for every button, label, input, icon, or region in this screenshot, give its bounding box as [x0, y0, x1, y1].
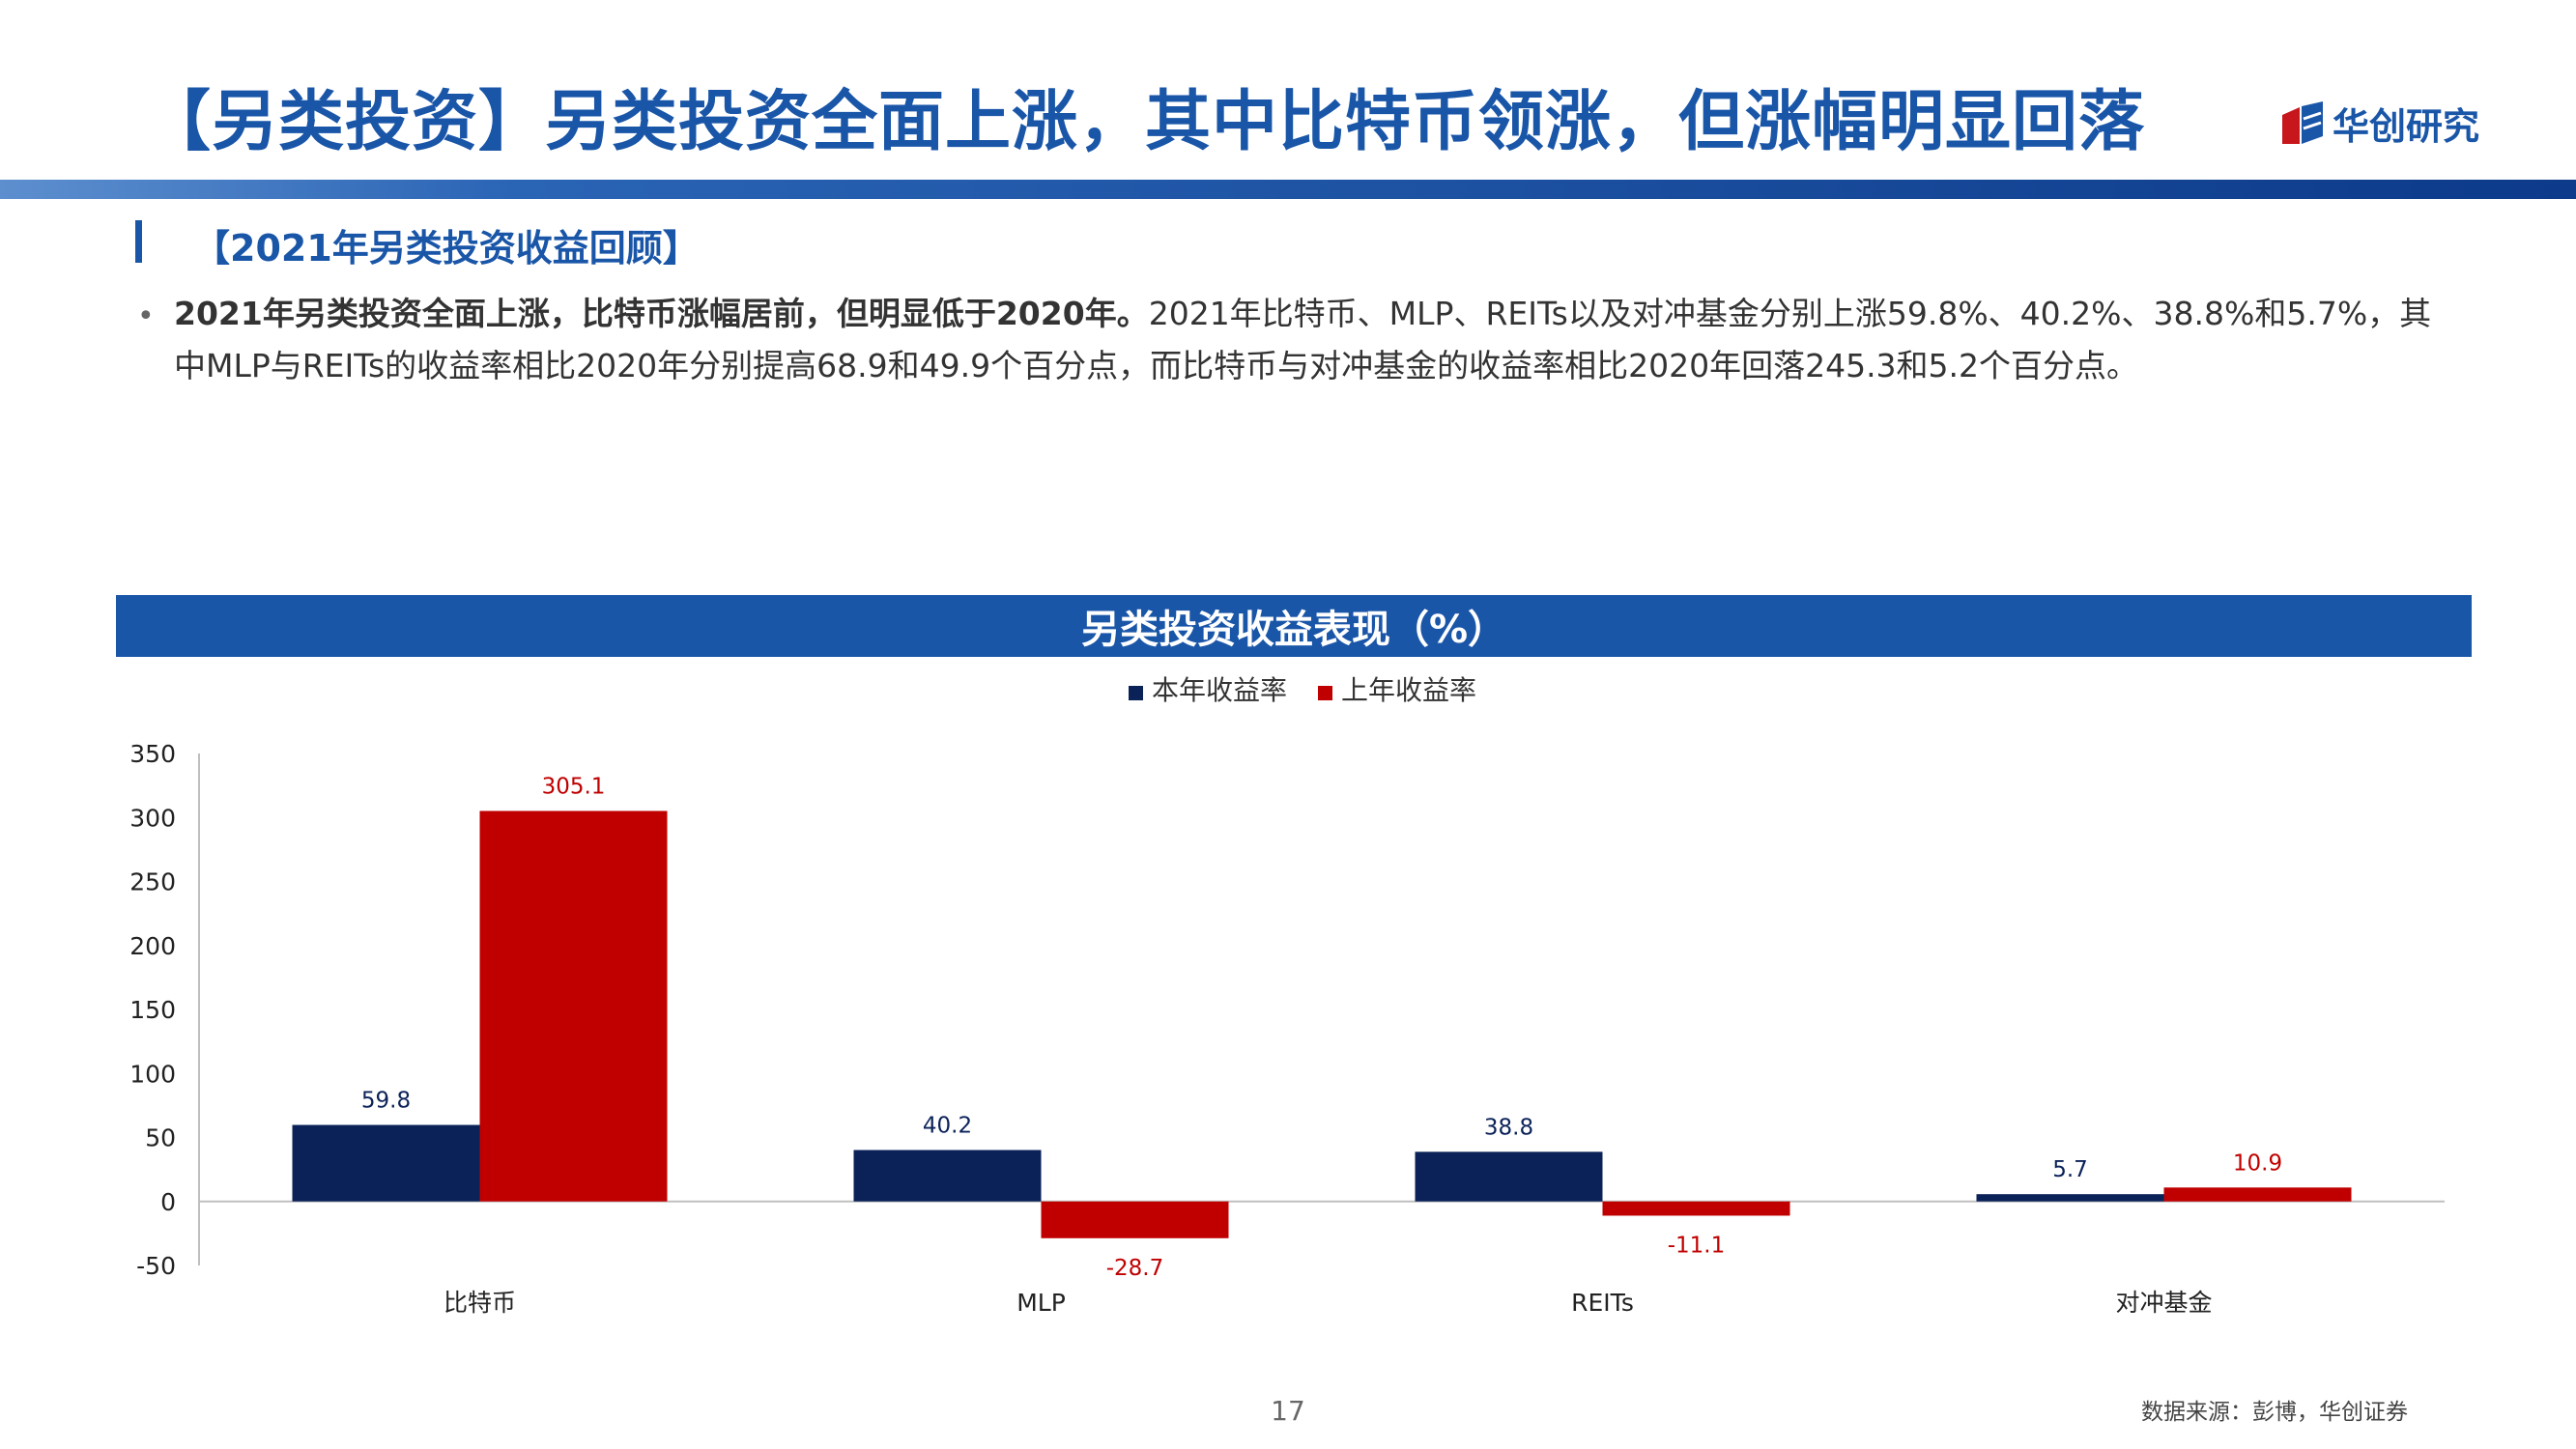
data-label: 40.2: [923, 1113, 972, 1138]
bullet-paragraph: 2021年另类投资全面上涨，比特币涨幅居前，但明显低于2020年。2021年比特…: [174, 288, 2454, 392]
bar-prior-year: [1602, 1201, 1790, 1216]
y-tick-label: 50: [145, 1124, 176, 1152]
y-tick-label: 300: [129, 804, 176, 832]
data-label: 38.8: [1484, 1115, 1533, 1140]
y-tick-label: 0: [160, 1188, 176, 1216]
bar-current-year: [853, 1150, 1042, 1202]
bullet-body: 2021年比特币、MLP、REITs以及对冲基金分别上涨59.8%、40.2%、…: [174, 295, 2432, 384]
y-tick-label: 200: [129, 932, 176, 960]
bar-prior-year: [1041, 1201, 1229, 1238]
y-tick-label: 150: [129, 996, 176, 1024]
x-category-label: 比特币: [444, 1289, 516, 1317]
legend-label-0: 本年收益率: [1152, 674, 1287, 706]
bar-prior-year: [2163, 1187, 2352, 1202]
data-label: 305.1: [542, 774, 606, 799]
legend-swatch-1: [1318, 686, 1332, 700]
logo-text: 华创研究: [2333, 105, 2480, 148]
y-tick-label: -50: [136, 1252, 176, 1280]
bullet-dot-icon: •: [137, 299, 155, 333]
page-number: 17: [1271, 1395, 1305, 1427]
bullet-lead: 2021年另类投资全面上涨，比特币涨幅居前，但明显低于2020年。: [174, 295, 1149, 332]
legend-label-1: 上年收益率: [1341, 674, 1476, 706]
legend-swatch-0: [1129, 686, 1143, 700]
bar-current-year: [292, 1124, 480, 1202]
slide-title: 【另类投资】另类投资全面上涨，其中比特币领涨，但涨幅明显回落: [145, 84, 2146, 160]
bar-current-year: [1976, 1194, 2164, 1202]
brand-logo-icon: [2282, 100, 2323, 144]
data-label: 5.7: [2052, 1157, 2088, 1182]
section-marker: [135, 220, 142, 263]
data-label: 59.8: [361, 1089, 411, 1114]
y-tick-label: 250: [129, 868, 176, 896]
bar-prior-year: [479, 810, 668, 1202]
chart-title-banner: 另类投资收益表现（%）: [116, 595, 2472, 657]
y-tick-label: 350: [129, 740, 176, 768]
logo: 华创研究: [2280, 97, 2479, 150]
x-category-label: 对冲基金: [2115, 1289, 2212, 1317]
data-source: 数据来源：彭博，华创证券: [2141, 1400, 2408, 1425]
data-label: -11.1: [1668, 1233, 1726, 1258]
y-tick-label: 100: [129, 1060, 176, 1088]
data-label: 10.9: [2233, 1151, 2282, 1176]
x-category-label: REITs: [1571, 1289, 1634, 1317]
bar-chart: 本年收益率 上年收益率 -50 0 50 100 150 200 250 300 350 59.8 30…: [129, 674, 2445, 1317]
section-heading: 【2021年另类投资收益回顾】: [193, 227, 700, 270]
x-category-label: MLP: [1016, 1289, 1066, 1317]
title-divider: [0, 180, 2576, 199]
data-label: -28.7: [1106, 1256, 1164, 1281]
bar-current-year: [1415, 1151, 1603, 1202]
